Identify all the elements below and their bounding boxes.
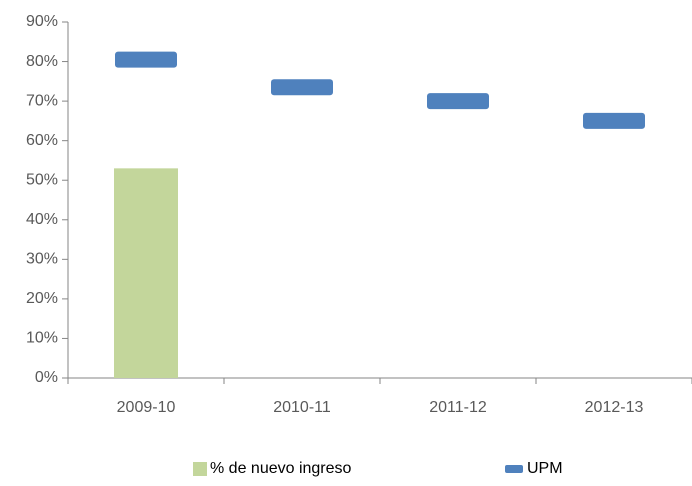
x-tick-label: 2012-13 <box>585 399 644 416</box>
y-tick-label: 70% <box>26 92 58 109</box>
marker <box>427 93 489 110</box>
y-tick-label: 60% <box>26 132 58 149</box>
bar <box>114 168 178 378</box>
y-tick-label: 0% <box>35 369 58 386</box>
y-tick-label: 50% <box>26 171 58 188</box>
legend-swatch <box>193 462 207 476</box>
legend-swatch <box>505 465 523 473</box>
y-tick-label: 10% <box>26 330 58 347</box>
x-tick-label: 2011-12 <box>429 399 487 416</box>
y-tick-label: 20% <box>26 290 58 307</box>
y-tick-label: 80% <box>26 53 58 70</box>
marker <box>271 79 333 96</box>
legend-label: UPM <box>527 460 563 477</box>
legend: % de nuevo ingreso UPM <box>193 460 563 477</box>
y-tick-label: 90% <box>26 13 58 30</box>
y-tick-label: 30% <box>26 251 58 268</box>
y-tick-label: 40% <box>26 211 58 228</box>
x-tick-label: 2009-10 <box>117 399 176 416</box>
marker <box>583 112 645 129</box>
marker <box>115 51 177 68</box>
x-tick-label: 2010-11 <box>273 399 331 416</box>
legend-label: % de nuevo ingreso <box>210 460 352 477</box>
